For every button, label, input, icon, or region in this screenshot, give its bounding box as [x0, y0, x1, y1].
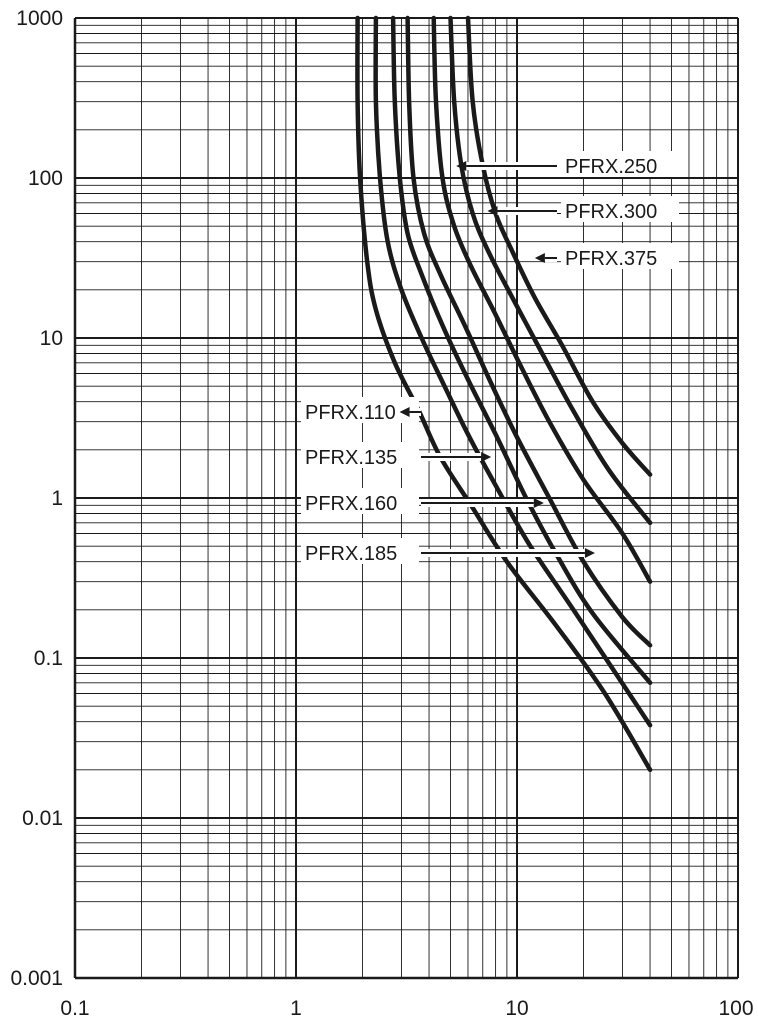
curve-pfrx135 — [373, 15, 653, 728]
curve-label-text: PFRX.110 — [305, 402, 396, 424]
y-tick-label: 10 — [40, 327, 63, 350]
curves — [355, 15, 653, 773]
curve-label: PFRX.250 — [456, 151, 679, 178]
curve-pfrx250 — [431, 15, 653, 584]
curve-label-backdrop — [301, 442, 419, 468]
arrow-head — [481, 452, 492, 462]
arrow-head — [487, 206, 498, 216]
curve-pfrx160 — [390, 15, 653, 686]
arrow-head — [534, 253, 545, 263]
curve-labels: PFRX.250 PFRX.300 PFRX.375 PFRX.110 PFRX.135… — [301, 151, 679, 565]
curve-label: PFRX.135 — [301, 442, 492, 469]
y-tick-label: 0.1 — [34, 647, 63, 670]
curve-label: PFRX.160 — [301, 488, 544, 515]
y-tick-label: 1000 — [16, 7, 63, 30]
curve-label-text: PFRX.135 — [305, 447, 397, 469]
y-tick-label: 0.001 — [10, 967, 63, 990]
y-tick-label: 100 — [28, 167, 63, 190]
curve-label-text: PFRX.185 — [305, 543, 397, 565]
arrow-head — [399, 407, 410, 417]
curve-label-text: PFRX.375 — [565, 248, 657, 270]
x-tick-label: 0.1 — [60, 997, 89, 1020]
x-tick-label: 10 — [505, 997, 528, 1020]
curve-pfrx185 — [405, 15, 653, 648]
curve-label: PFRX.300 — [487, 196, 679, 223]
x-tick-label: 1 — [290, 997, 302, 1020]
curve-pfrx375 — [465, 15, 653, 477]
curve-label-backdrop — [561, 196, 679, 222]
curve-label-backdrop — [561, 151, 679, 177]
curve-label-backdrop — [301, 538, 419, 564]
arrow-head — [533, 498, 544, 508]
curve-label: PFRX.375 — [534, 243, 679, 270]
arrow-head — [584, 548, 595, 558]
curve-label-text: PFRX.160 — [305, 493, 397, 515]
curve-label-text: PFRX.300 — [565, 201, 657, 223]
curve-label-backdrop — [301, 488, 419, 514]
x-tick-label: 100 — [718, 997, 753, 1020]
curve-label: PFRX.110 — [301, 397, 421, 424]
y-tick-label: 0.01 — [22, 807, 63, 830]
curve-label: PFRX.185 — [301, 538, 595, 565]
y-tick-label: 1 — [51, 487, 63, 510]
curve-pfrx300 — [448, 15, 653, 526]
tick-labels: 0.1 1 10 100 0.001 0.01 0.1 1 10 100 1000 — [10, 7, 753, 1020]
arrow-head — [456, 161, 467, 171]
curve-label-backdrop — [301, 397, 419, 423]
curve-label-text: PFRX.250 — [565, 156, 657, 178]
curve-label-backdrop — [561, 243, 679, 269]
